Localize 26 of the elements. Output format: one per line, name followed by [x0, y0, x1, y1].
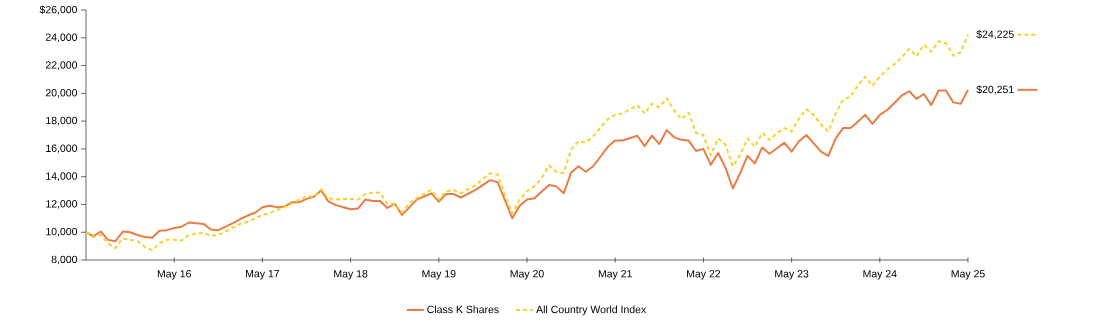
legend-label: Class K Shares	[427, 305, 499, 314]
data-label: $24,225	[976, 30, 1014, 40]
y-tick-label: 24,000	[45, 33, 78, 43]
y-tick-label: 14,000	[46, 172, 78, 181]
x-tick-label: May 20	[510, 270, 544, 280]
x-tick-label: May 18	[334, 270, 368, 280]
x-tick-label: May 25	[951, 270, 985, 280]
y-tick-label: 22,000	[45, 61, 78, 70]
x-tick-label: May 17	[246, 270, 280, 280]
line-series	[85, 88, 970, 243]
y-tick-label: 12,000	[46, 200, 78, 209]
x-tick-label: May 16	[157, 270, 191, 280]
y-tick-label: 10,000	[46, 227, 78, 237]
x-tick-label: May 21	[598, 270, 632, 280]
x-tick-label: May 19	[422, 270, 456, 280]
x-tick-label: May 24	[863, 270, 897, 280]
y-tick-label: 8,000	[51, 255, 78, 265]
data-label: $20,251	[976, 85, 1014, 95]
legend-label: All Country World Index	[536, 305, 647, 316]
line-series	[85, 33, 970, 252]
x-tick-label: May 23	[775, 270, 809, 280]
y-tick-label: 18,000	[46, 116, 78, 126]
x-tick-label: May 22	[687, 270, 721, 280]
y-tick-label: 20,000	[45, 89, 78, 98]
y-tick-label: 16,000	[46, 144, 78, 154]
y-tick-label: $26,000	[39, 5, 78, 15]
